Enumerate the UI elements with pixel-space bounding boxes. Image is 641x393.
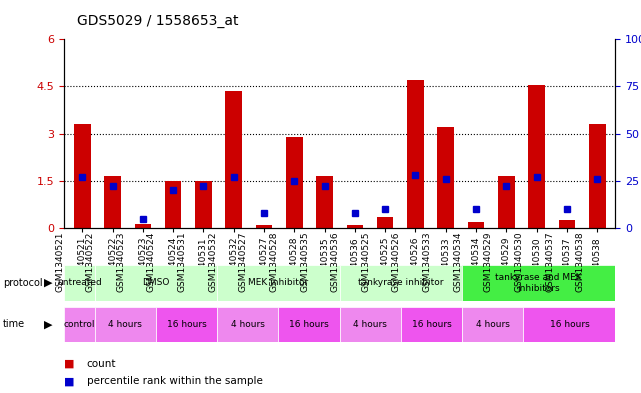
Bar xyxy=(165,181,181,228)
Text: ■: ■ xyxy=(64,358,74,369)
FancyBboxPatch shape xyxy=(340,307,401,342)
Text: ▶: ▶ xyxy=(44,278,53,288)
Bar xyxy=(135,224,151,228)
Text: 16 hours: 16 hours xyxy=(167,320,206,329)
Text: GSM1340522: GSM1340522 xyxy=(86,231,95,292)
FancyBboxPatch shape xyxy=(64,265,95,301)
Bar xyxy=(589,124,606,228)
Text: 4 hours: 4 hours xyxy=(353,320,387,329)
FancyBboxPatch shape xyxy=(95,307,156,342)
Text: percentile rank within the sample: percentile rank within the sample xyxy=(87,376,262,386)
Text: untreated: untreated xyxy=(57,279,102,287)
Text: control: control xyxy=(63,320,95,329)
Bar xyxy=(347,225,363,228)
Text: GSM1340529: GSM1340529 xyxy=(484,231,493,292)
Text: 4 hours: 4 hours xyxy=(231,320,265,329)
FancyBboxPatch shape xyxy=(340,265,462,301)
FancyBboxPatch shape xyxy=(95,265,217,301)
Bar xyxy=(377,217,394,228)
FancyBboxPatch shape xyxy=(156,307,217,342)
Text: GSM1340528: GSM1340528 xyxy=(269,231,278,292)
FancyBboxPatch shape xyxy=(401,307,462,342)
Bar xyxy=(498,176,515,228)
Text: GDS5029 / 1558653_at: GDS5029 / 1558653_at xyxy=(77,14,238,28)
Text: GSM1340535: GSM1340535 xyxy=(300,231,309,292)
Text: ■: ■ xyxy=(64,376,74,386)
Text: GSM1340533: GSM1340533 xyxy=(422,231,431,292)
FancyBboxPatch shape xyxy=(462,307,524,342)
Text: GSM1340530: GSM1340530 xyxy=(515,231,524,292)
Text: GSM1340537: GSM1340537 xyxy=(545,231,554,292)
Text: GSM1340538: GSM1340538 xyxy=(576,231,585,292)
Text: GSM1340525: GSM1340525 xyxy=(362,231,370,292)
Bar xyxy=(286,137,303,228)
FancyBboxPatch shape xyxy=(524,307,615,342)
Text: tankyrase and MEK
inhibitors: tankyrase and MEK inhibitors xyxy=(495,273,582,293)
Text: GSM1340534: GSM1340534 xyxy=(453,231,462,292)
FancyBboxPatch shape xyxy=(64,307,95,342)
Text: GSM1340536: GSM1340536 xyxy=(331,231,340,292)
Bar xyxy=(528,85,545,228)
Text: 16 hours: 16 hours xyxy=(549,320,589,329)
Bar xyxy=(468,222,485,228)
Text: time: time xyxy=(3,319,26,329)
Bar xyxy=(316,176,333,228)
Text: tankyrase inhibitor: tankyrase inhibitor xyxy=(358,279,444,287)
Bar xyxy=(558,220,575,228)
Bar xyxy=(407,80,424,228)
Text: 4 hours: 4 hours xyxy=(108,320,142,329)
Text: GSM1340526: GSM1340526 xyxy=(392,231,401,292)
Text: GSM1340532: GSM1340532 xyxy=(208,231,217,292)
FancyBboxPatch shape xyxy=(217,265,340,301)
FancyBboxPatch shape xyxy=(462,265,615,301)
Text: GSM1340527: GSM1340527 xyxy=(239,231,248,292)
Bar xyxy=(74,124,90,228)
Bar xyxy=(104,176,121,228)
Bar xyxy=(437,127,454,228)
Text: 16 hours: 16 hours xyxy=(412,320,451,329)
Text: ▶: ▶ xyxy=(44,319,53,329)
Text: 4 hours: 4 hours xyxy=(476,320,510,329)
Text: count: count xyxy=(87,358,116,369)
FancyBboxPatch shape xyxy=(278,307,340,342)
Text: GSM1340523: GSM1340523 xyxy=(117,231,126,292)
Text: GSM1340531: GSM1340531 xyxy=(178,231,187,292)
Bar xyxy=(195,181,212,228)
Text: GSM1340524: GSM1340524 xyxy=(147,231,156,292)
Text: protocol: protocol xyxy=(3,278,43,288)
Text: DMSO: DMSO xyxy=(142,279,170,287)
Text: GSM1340521: GSM1340521 xyxy=(55,231,64,292)
Bar xyxy=(226,91,242,228)
FancyBboxPatch shape xyxy=(217,307,278,342)
Bar xyxy=(256,226,272,228)
Text: MEK inhibitor: MEK inhibitor xyxy=(249,279,308,287)
Text: 16 hours: 16 hours xyxy=(289,320,329,329)
